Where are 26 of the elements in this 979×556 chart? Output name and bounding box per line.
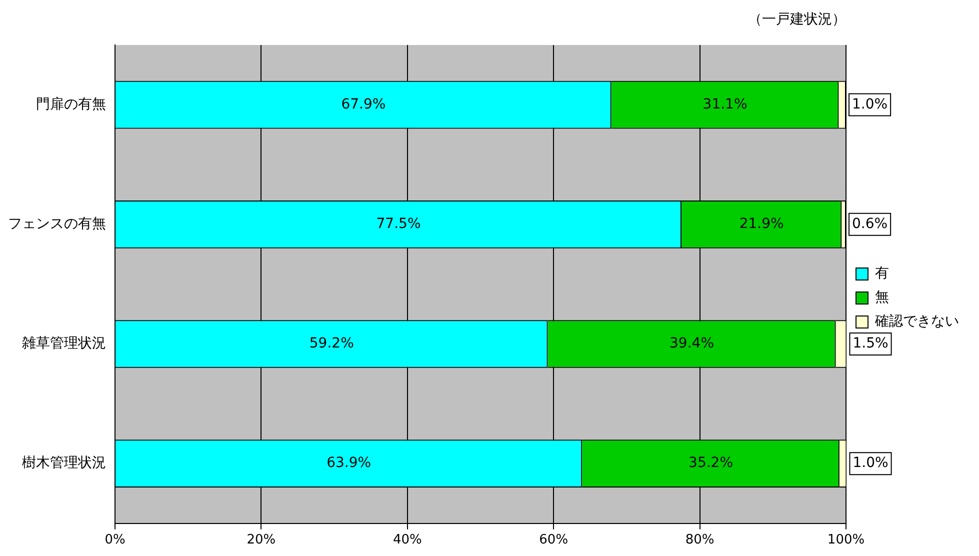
data-label: 77.5% — [376, 216, 421, 232]
y-tick-label: 樹木管理状況 — [22, 455, 106, 472]
legend-label: 有 — [875, 266, 889, 282]
data-label: 1.0% — [852, 96, 888, 112]
x-tick-label: 80% — [685, 532, 714, 548]
x-tick-label: 40% — [392, 532, 422, 548]
x-tick-label: 100% — [827, 532, 865, 548]
data-label: 1.5% — [852, 336, 888, 352]
data-label: 1.0% — [852, 455, 888, 472]
data-label: 67.9% — [341, 96, 386, 112]
data-label: 35.2% — [688, 455, 734, 472]
legend-label: 無 — [875, 290, 889, 306]
data-label: 31.1% — [702, 96, 748, 112]
text: （一戸建状況） — [748, 12, 846, 28]
data-label: 39.4% — [670, 336, 714, 352]
y-tick-label: 雑草管理状況 — [22, 336, 106, 352]
x-tick-label: 0% — [104, 532, 126, 548]
data-label: 21.9% — [739, 216, 784, 232]
legend-label: 確認できない — [874, 314, 959, 330]
y-tick-label: 門扉の有無 — [36, 96, 106, 112]
y-tick-label: フェンスの有無 — [8, 216, 106, 232]
x-tick-label: 20% — [246, 532, 276, 548]
data-label: 63.9% — [326, 455, 372, 472]
x-tick-label: 60% — [539, 532, 568, 548]
data-label: 59.2% — [309, 336, 354, 352]
data-label: 0.6% — [852, 216, 888, 232]
